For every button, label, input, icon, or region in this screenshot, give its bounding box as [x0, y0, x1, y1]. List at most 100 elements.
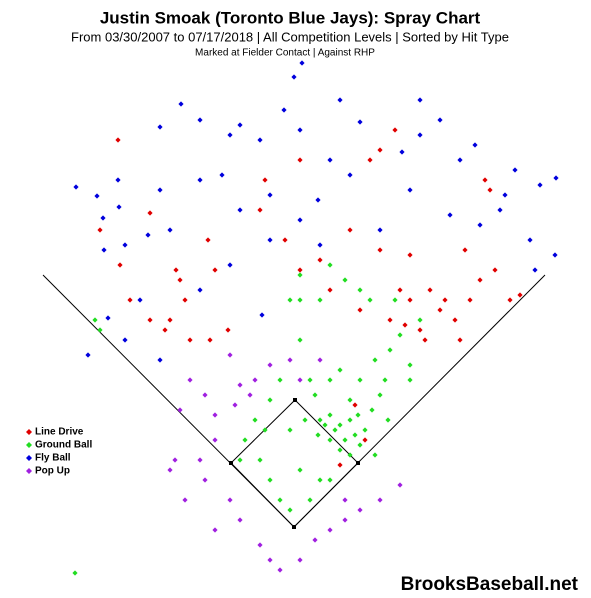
- hit-point: [527, 237, 533, 243]
- hit-point: [492, 267, 498, 273]
- hit-point: [355, 412, 361, 418]
- hit-point: [315, 432, 321, 438]
- legend-label: Ground Ball: [35, 440, 92, 451]
- hit-point: [282, 237, 288, 243]
- hit-point: [297, 157, 303, 163]
- hit-point: [237, 517, 243, 523]
- hit-point: [302, 417, 308, 423]
- hit-point: [297, 377, 303, 383]
- watermark: BrooksBaseball.net: [401, 574, 579, 595]
- hit-point: [257, 542, 263, 548]
- hit-point: [317, 357, 323, 363]
- hit-point: [377, 147, 383, 153]
- hit-point: [92, 317, 98, 323]
- hit-point: [105, 315, 111, 321]
- legend-swatch: [26, 429, 32, 435]
- base: [229, 461, 233, 465]
- hit-point: [257, 457, 263, 463]
- hit-point: [397, 287, 403, 293]
- legend-swatch: [26, 442, 32, 448]
- chart-title: Justin Smoak (Toronto Blue Jays): Spray …: [100, 8, 481, 27]
- hit-point: [372, 357, 378, 363]
- hit-point: [167, 317, 173, 323]
- hit-point: [267, 192, 273, 198]
- legend-swatch: [26, 468, 32, 474]
- hit-point: [197, 457, 203, 463]
- hit-point: [337, 447, 343, 453]
- hit-point: [352, 402, 358, 408]
- hit-point: [267, 557, 273, 563]
- hit-point: [157, 124, 163, 130]
- hit-point: [552, 252, 558, 258]
- hit-point: [482, 177, 488, 183]
- hit-point: [297, 217, 303, 223]
- hit-point: [317, 257, 323, 263]
- hit-point: [197, 177, 203, 183]
- hit-point: [332, 427, 338, 433]
- hit-point: [117, 262, 123, 268]
- hit-point: [327, 157, 333, 163]
- hit-point: [377, 227, 383, 233]
- hit-point: [437, 117, 443, 123]
- hit-point: [367, 297, 373, 303]
- hit-point: [237, 382, 243, 388]
- legend-label: Line Drive: [35, 427, 84, 438]
- hit-point: [252, 417, 258, 423]
- hit-point: [347, 227, 353, 233]
- hit-point: [385, 417, 391, 423]
- hit-point: [327, 477, 333, 483]
- hit-point: [297, 272, 303, 278]
- hit-point: [337, 97, 343, 103]
- hit-point: [157, 357, 163, 363]
- hit-point: [317, 242, 323, 248]
- hit-point: [237, 207, 243, 213]
- hit-point: [397, 332, 403, 338]
- hit-point: [212, 267, 218, 273]
- hit-point: [447, 212, 453, 218]
- hit-point: [392, 297, 398, 303]
- hit-point: [100, 215, 106, 221]
- hit-point: [382, 377, 388, 383]
- points: [72, 60, 559, 576]
- hit-point: [369, 407, 375, 413]
- hit-point: [94, 193, 100, 199]
- hit-point: [97, 327, 103, 333]
- base: [293, 398, 297, 402]
- hit-point: [467, 297, 473, 303]
- hit-point: [257, 137, 263, 143]
- base: [356, 461, 360, 465]
- hit-point: [399, 149, 405, 155]
- hit-point: [357, 442, 363, 448]
- hit-point: [237, 457, 243, 463]
- hit-point: [262, 177, 268, 183]
- hit-point: [219, 172, 225, 178]
- hit-point: [342, 497, 348, 503]
- hit-point: [342, 277, 348, 283]
- hit-point: [457, 337, 463, 343]
- hit-point: [227, 352, 233, 358]
- hit-point: [237, 122, 243, 128]
- hit-point: [357, 507, 363, 513]
- hit-point: [122, 337, 128, 343]
- hit-point: [337, 462, 343, 468]
- hit-point: [312, 537, 318, 543]
- hit-point: [177, 277, 183, 283]
- hit-point: [407, 362, 413, 368]
- chart-subtitle: From 03/30/2007 to 07/17/2018 | All Comp…: [71, 29, 509, 44]
- hit-point: [502, 192, 508, 198]
- hit-point: [477, 222, 483, 228]
- hit-point: [227, 497, 233, 503]
- hit-point: [422, 337, 428, 343]
- hit-point: [252, 377, 258, 383]
- hit-point: [267, 397, 273, 403]
- bases: [229, 398, 360, 529]
- hit-point: [116, 204, 122, 210]
- hit-point: [417, 327, 423, 333]
- hit-point: [407, 297, 413, 303]
- hit-point: [178, 101, 184, 107]
- hit-point: [257, 207, 263, 213]
- hit-point: [315, 197, 321, 203]
- hit-point: [417, 132, 423, 138]
- hit-point: [337, 367, 343, 373]
- hit-point: [327, 262, 333, 268]
